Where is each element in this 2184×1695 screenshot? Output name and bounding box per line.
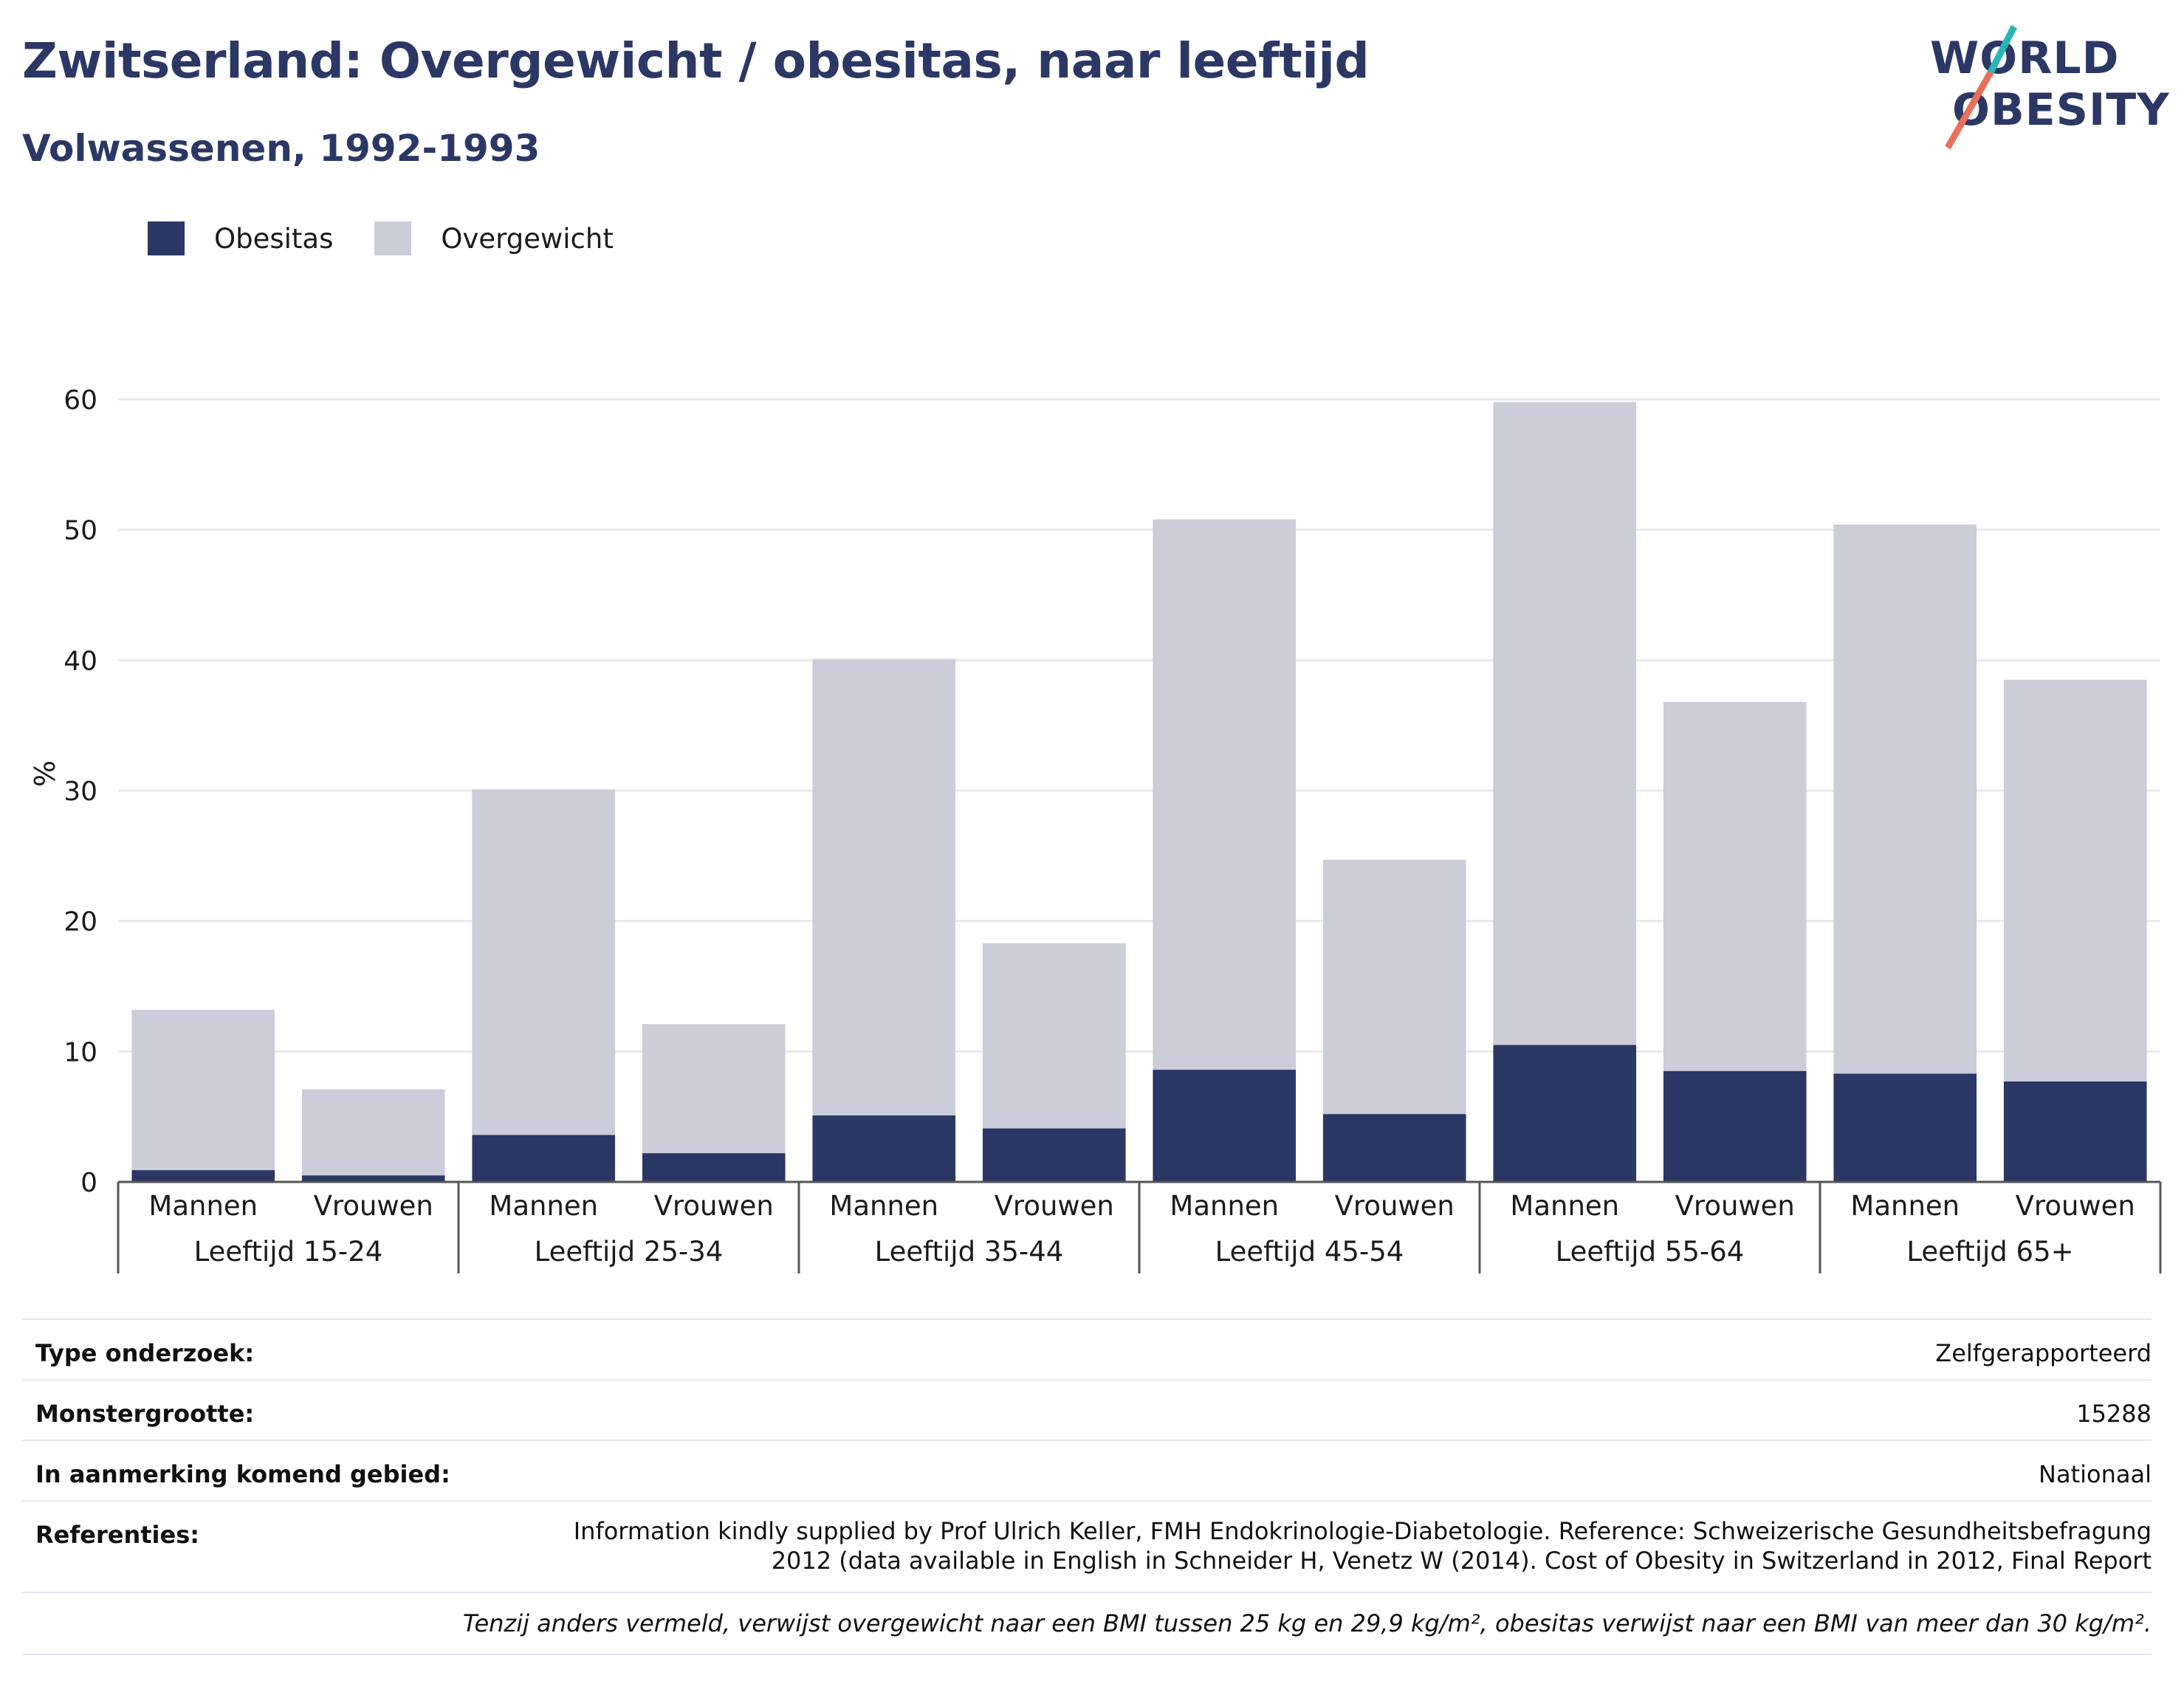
bar-obesitas (2003, 1081, 2147, 1182)
group-label: Leeftijd 55-64 (1556, 1236, 1745, 1268)
info-row-note: Tenzij anders vermeld, verwijst overgewi… (22, 1592, 2152, 1655)
group-label: Leeftijd 65+ (1906, 1236, 2073, 1268)
chart-legend: Obesitas Overgewicht (148, 220, 655, 257)
references-line-2: 2012 (data available in English in Schne… (771, 1547, 2152, 1575)
x-tick-label: Mannen (829, 1190, 938, 1222)
bar-overgewicht (2003, 679, 2147, 1082)
legend-swatch-obesitas (148, 221, 185, 255)
x-tick-label: Vrouwen (1335, 1190, 1455, 1222)
x-tick-label: Mannen (1850, 1190, 1960, 1222)
info-key-sample: Monstergrootte: (35, 1400, 255, 1428)
info-key-area: In aanmerking komend gebied: (35, 1460, 450, 1488)
bar-overgewicht (131, 1009, 275, 1171)
legend-item-overgewicht: Overgewicht (374, 221, 614, 255)
x-tick-label: Vrouwen (314, 1190, 433, 1222)
group-label: Leeftijd 15-24 (194, 1236, 383, 1268)
references-line-1: Information kindly supplied by Prof Ulri… (573, 1517, 2152, 1545)
bar-overgewicht (1153, 519, 1297, 1070)
info-key-references: Referenties: (35, 1521, 200, 1549)
logo-line-1: WORLD (1930, 32, 2120, 84)
x-tick-label: Mannen (1170, 1190, 1279, 1222)
x-tick-label: Vrouwen (654, 1190, 774, 1222)
y-tick-label: 30 (63, 777, 97, 807)
world-obesity-logo: WORLD OBESITY (1927, 22, 2169, 155)
bar-obesitas (301, 1175, 445, 1182)
logo-slash-icon (1945, 24, 2017, 150)
group-label: Leeftijd 45-54 (1215, 1236, 1404, 1268)
bar-overgewicht (1663, 701, 1807, 1071)
bar-overgewicht (301, 1089, 445, 1176)
y-tick-label: 60 (63, 385, 97, 416)
bar-chart: 0 10 20 30 40 50 60% Mannen Vrouwen Mannen Vrouwen… (29, 385, 2162, 1273)
bar-obesitas (1833, 1073, 1977, 1182)
y-tick-label: 50 (63, 516, 97, 546)
info-value-references: Information kindly supplied by Prof Ulri… (574, 1516, 2152, 1575)
info-value-area: Nationaal (2039, 1460, 2152, 1488)
info-key-type: Type onderzoek: (35, 1339, 255, 1367)
bar-obesitas (131, 1170, 275, 1182)
y-axis-label: % (29, 760, 61, 787)
y-tick-label: 40 (63, 646, 97, 676)
info-value-sample: 15288 (2076, 1400, 2152, 1428)
group-label: Leeftijd 25-34 (535, 1236, 724, 1268)
page-title: Zwitserland: Overgewicht / obesitas, naa… (22, 32, 1370, 89)
x-tick-label: Mannen (1510, 1190, 1619, 1222)
bar-overgewicht (812, 659, 956, 1115)
info-row-type: Type onderzoek: Zelfgerapporteerd (22, 1318, 2152, 1379)
bar-obesitas (982, 1128, 1126, 1182)
y-tick-label: 20 (63, 907, 97, 938)
legend-swatch-overgewicht (374, 221, 412, 255)
x-tick-label: Mannen (148, 1190, 258, 1222)
footnote: Tenzij anders vermeld, verwijst overgewi… (462, 1609, 2152, 1637)
bar-obesitas (1322, 1114, 1466, 1182)
info-row-sample: Monstergrootte: 15288 (22, 1379, 2152, 1440)
bar-overgewicht (472, 789, 616, 1135)
info-row-area: In aanmerking komend gebied: Nationaal (22, 1440, 2152, 1500)
x-tick-label: Vrouwen (995, 1190, 1114, 1222)
bar-overgewicht (642, 1024, 786, 1154)
x-tick-label: Mannen (489, 1190, 598, 1222)
group-label: Leeftijd 35-44 (875, 1236, 1064, 1268)
bar-obesitas (472, 1135, 616, 1182)
bar-obesitas (1663, 1070, 1807, 1182)
y-tick-label: 0 (80, 1168, 97, 1198)
x-tick-label: Vrouwen (2016, 1190, 2135, 1222)
bar-obesitas (812, 1115, 956, 1182)
page-subtitle: Volwassenen, 1992-1993 (22, 127, 540, 170)
legend-item-obesitas: Obesitas (148, 221, 333, 255)
bar-overgewicht (1833, 524, 1977, 1074)
y-tick-label: 10 (63, 1037, 97, 1067)
bar-obesitas (642, 1153, 786, 1182)
logo-line-2: OBESITY (1952, 84, 2170, 136)
legend-label-obesitas: Obesitas (214, 222, 334, 255)
bar-overgewicht (1322, 859, 1466, 1115)
info-row-references: Referenties: Information kindly supplied… (22, 1500, 2152, 1592)
bar-overgewicht (982, 943, 1126, 1129)
info-value-type: Zelfgerapporteerd (1935, 1339, 2152, 1367)
legend-label-overgewicht: Overgewicht (441, 222, 614, 255)
bar-obesitas (1493, 1045, 1637, 1182)
x-tick-label: Vrouwen (1675, 1190, 1795, 1222)
bar-overgewicht (1493, 402, 1637, 1045)
bar-obesitas (1153, 1070, 1297, 1182)
